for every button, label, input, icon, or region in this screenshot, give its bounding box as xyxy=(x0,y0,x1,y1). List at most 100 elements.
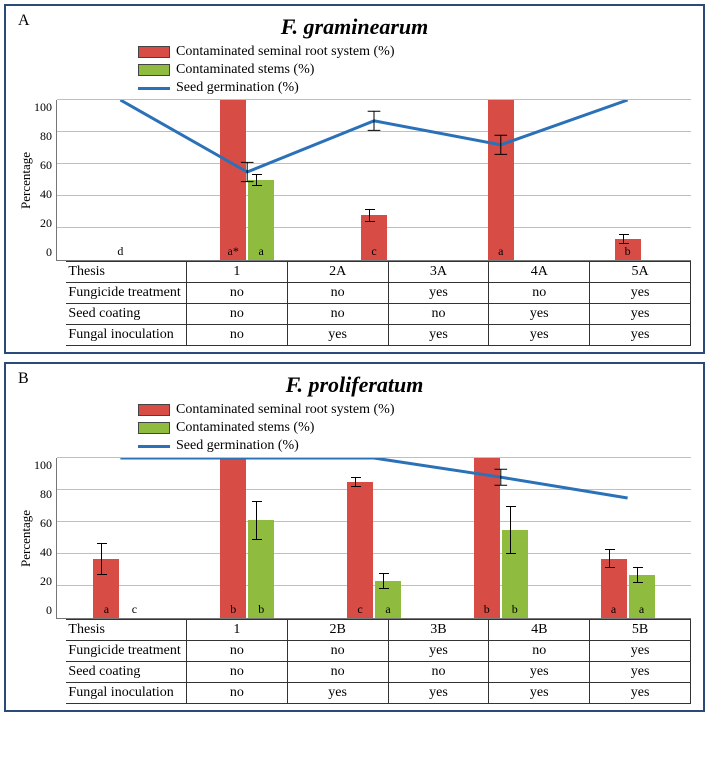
thesis-cell: 2B xyxy=(287,620,388,641)
category: bb xyxy=(437,458,564,618)
treatment-cell: yes xyxy=(590,662,691,683)
thesis-cell: 3A xyxy=(388,262,489,283)
table-row: Thesis12A3A4A5A xyxy=(66,262,690,283)
treatment-cell: yes xyxy=(590,325,691,346)
plot-area: acbbcabbaa xyxy=(56,458,691,619)
error-bar xyxy=(623,234,633,244)
legend: Contaminated seminal root system (%) Cont… xyxy=(138,44,691,96)
legend-label: Contaminated stems (%) xyxy=(176,62,314,78)
row-header: Thesis xyxy=(66,620,186,641)
stems-swatch xyxy=(138,64,170,76)
treatment-table-wrap: Thesis12B3B4B5BFungicide treatmentnonoye… xyxy=(18,619,691,704)
root-bar-inner xyxy=(220,100,246,260)
legend: Contaminated seminal root system (%) Cont… xyxy=(138,402,691,454)
y-axis-label: Percentage xyxy=(18,458,34,619)
table-row: Fungicide treatmentnonoyesnoyes xyxy=(66,641,690,662)
legend-label: Seed germination (%) xyxy=(176,438,299,454)
chart-body: Percentage020406080100da*acab xyxy=(18,100,691,261)
error-bar xyxy=(256,174,266,187)
treatment-cell: no xyxy=(186,304,287,325)
panel-title: F. graminearum xyxy=(18,14,691,40)
category: a xyxy=(437,100,564,260)
category: b xyxy=(564,100,691,260)
sig-label: c xyxy=(132,602,137,616)
category: a*a xyxy=(184,100,311,260)
y-axis: Percentage020406080100 xyxy=(18,100,56,261)
panel-letter: B xyxy=(18,370,29,388)
table-row: Seed coatingnononoyesyes xyxy=(66,662,690,683)
legend-label: Contaminated stems (%) xyxy=(176,420,314,436)
y-tick: 80 xyxy=(34,487,52,502)
y-tick: 60 xyxy=(34,158,52,173)
error-bar xyxy=(383,573,393,589)
treatment-cell: yes xyxy=(489,325,590,346)
y-tick: 60 xyxy=(34,516,52,531)
row-header: Thesis xyxy=(66,262,186,283)
root-bar-inner xyxy=(474,458,500,618)
legend-item: Seed germination (%) xyxy=(138,438,299,454)
category: d xyxy=(57,100,184,260)
error-bar xyxy=(256,501,266,539)
category: ac xyxy=(57,458,184,618)
error-bar xyxy=(101,543,111,575)
treatment-cell: no xyxy=(186,683,287,704)
treatment-cell: yes xyxy=(489,683,590,704)
root-bar-inner xyxy=(347,482,373,618)
treatment-table-wrap: Thesis12A3A4A5AFungicide treatmentnonoye… xyxy=(18,261,691,346)
treatment-cell: no xyxy=(186,662,287,683)
treatment-cell: yes xyxy=(287,683,388,704)
treatment-cell: yes xyxy=(590,641,691,662)
treatment-cell: yes xyxy=(388,283,489,304)
treatment-cell: no xyxy=(287,304,388,325)
thesis-cell: 3B xyxy=(388,620,489,641)
treatment-cell: no xyxy=(388,304,489,325)
y-tick: 0 xyxy=(34,603,52,618)
plot: da*acab xyxy=(56,100,691,260)
legend-item: Seed germination (%) xyxy=(138,80,299,96)
error-bar xyxy=(369,209,379,222)
treatment-cell: yes xyxy=(388,641,489,662)
treatment-cell: yes xyxy=(489,662,590,683)
chart-body: Percentage020406080100acbbcabbaa xyxy=(18,458,691,619)
panel-letter: A xyxy=(18,12,30,30)
thesis-cell: 1 xyxy=(186,262,287,283)
row-header: Fungicide treatment xyxy=(66,283,186,304)
row-header: Fungicide treatment xyxy=(66,641,186,662)
germ-swatch xyxy=(138,445,170,448)
category: bb xyxy=(184,458,311,618)
root-bar-inner xyxy=(220,458,246,618)
panel-title: F. proliferatum xyxy=(18,372,691,398)
germ-swatch xyxy=(138,87,170,90)
y-ticks: 020406080100 xyxy=(34,458,56,618)
stems-swatch xyxy=(138,422,170,434)
legend-label: Contaminated seminal root system (%) xyxy=(176,44,395,60)
row-header: Fungal inoculation xyxy=(66,683,186,704)
legend-item: Contaminated seminal root system (%) xyxy=(138,402,395,418)
error-bar xyxy=(510,506,520,554)
treatment-cell: yes xyxy=(489,304,590,325)
treatment-cell: yes xyxy=(388,683,489,704)
legend-label: Contaminated seminal root system (%) xyxy=(176,402,395,418)
row-header: Seed coating xyxy=(66,304,186,325)
thesis-cell: 5A xyxy=(590,262,691,283)
treatment-cell: no xyxy=(287,641,388,662)
error-bar xyxy=(609,549,619,568)
root-swatch xyxy=(138,46,170,58)
category: c xyxy=(311,100,438,260)
treatment-table: Thesis12B3B4B5BFungicide treatmentnonoye… xyxy=(66,619,691,704)
plot-area: da*acab xyxy=(56,100,691,261)
plot: acbbcabbaa xyxy=(56,458,691,618)
y-tick: 20 xyxy=(34,216,52,231)
chart-panel: BF. proliferatum Contaminated seminal roo… xyxy=(4,362,705,712)
treatment-cell: yes xyxy=(287,325,388,346)
treatment-cell: yes xyxy=(590,683,691,704)
y-tick: 0 xyxy=(34,245,52,260)
table-row: Seed coatingnononoyesyes xyxy=(66,304,690,325)
y-ticks: 020406080100 xyxy=(34,100,56,260)
table-row: Thesis12B3B4B5B xyxy=(66,620,690,641)
treatment-cell: yes xyxy=(590,283,691,304)
treatment-cell: no xyxy=(388,662,489,683)
row-header: Seed coating xyxy=(66,662,186,683)
thesis-cell: 4A xyxy=(489,262,590,283)
legend-item: Contaminated stems (%) xyxy=(138,62,314,78)
